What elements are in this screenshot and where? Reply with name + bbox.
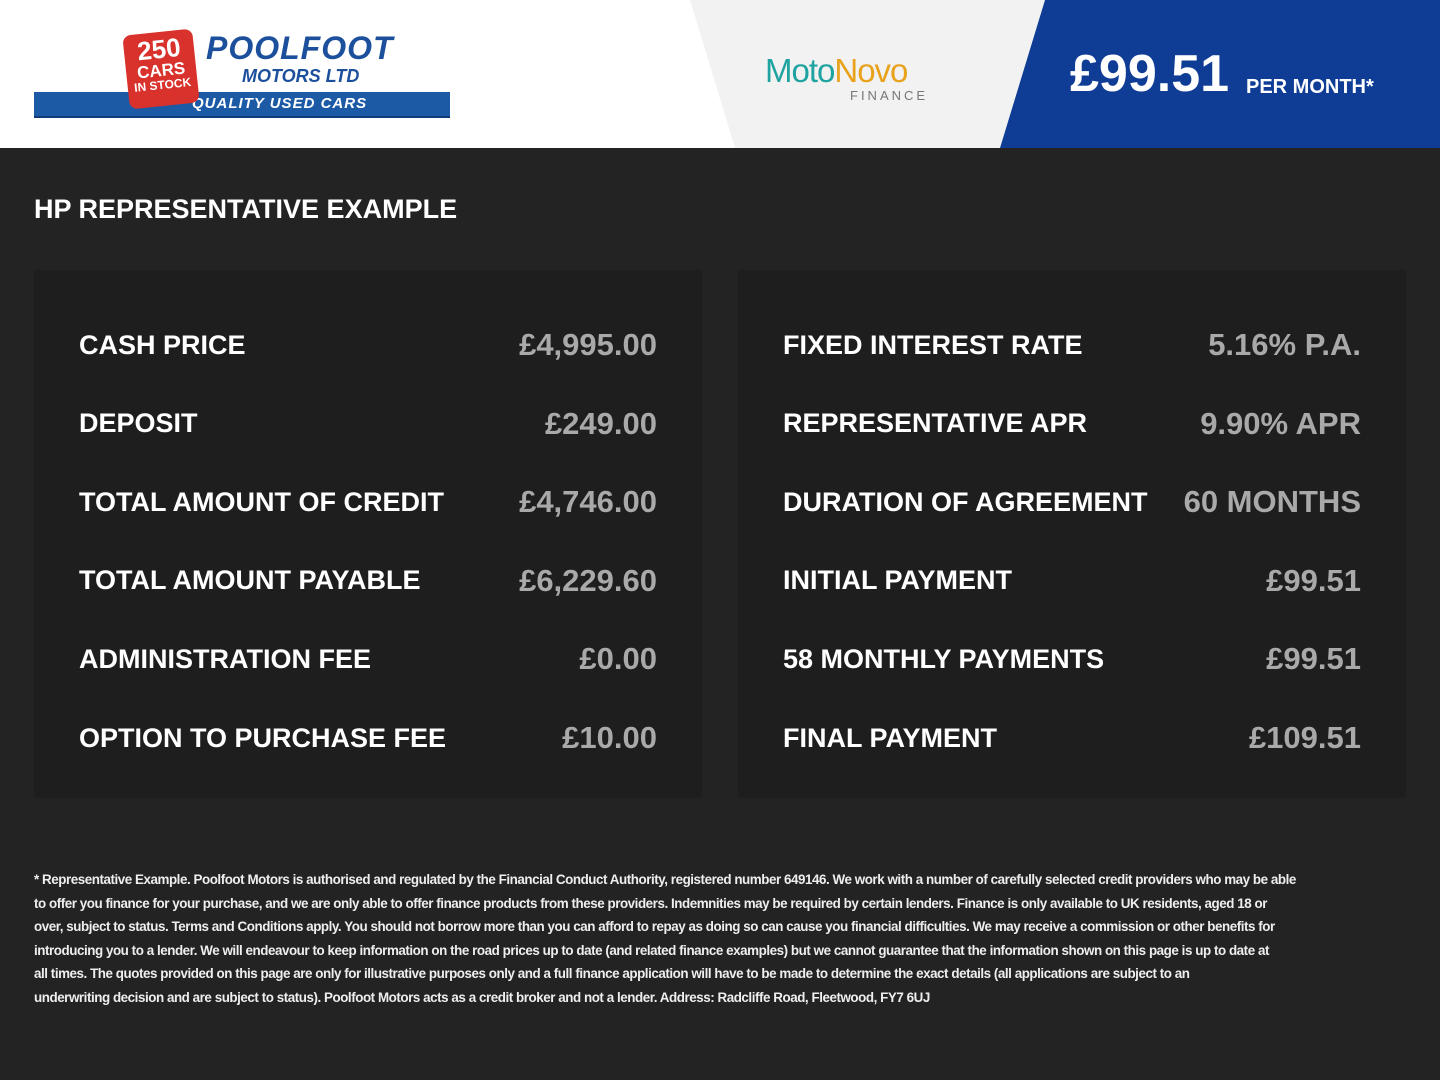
row-value: £0.00 <box>579 641 657 677</box>
right-panel: FIXED INTEREST RATE 5.16% P.A. REPRESENTAT… <box>738 270 1406 798</box>
row-label: FIXED INTEREST RATE <box>783 329 1083 360</box>
finance-row: CASH PRICE £4,995.00 <box>79 325 657 365</box>
row-label: CASH PRICE <box>79 329 246 360</box>
finance-row: INITIAL PAYMENT £99.51 <box>783 561 1361 601</box>
row-label: ADMINISTRATION FEE <box>79 643 371 674</box>
row-value: £99.51 <box>1266 562 1361 598</box>
disclaimer-line: over, subject to status. Terms and Condi… <box>34 919 1275 935</box>
row-value: £99.51 <box>1266 641 1361 677</box>
motonovo-logo: MotoNovo <box>765 52 908 90</box>
row-value: £10.00 <box>562 720 657 755</box>
row-label: OPTION TO PURCHASE FEE <box>79 722 447 753</box>
row-value: £4,746.00 <box>519 484 657 520</box>
row-value: 5.16% P.A. <box>1208 327 1361 362</box>
disclaimer-line: introducing you to a lender. We will end… <box>34 942 1269 958</box>
row-label: REPRESENTATIVE APR <box>783 408 1088 439</box>
disclaimer-line: all times. The quotes provided on this p… <box>34 966 1190 982</box>
disclaimer-line: * Representative Example. Poolfoot Motor… <box>34 872 1296 887</box>
logo-sub: MOTORS LTD <box>242 66 360 86</box>
finance-row: 58 MONTHLY PAYMENTS £99.51 <box>783 639 1361 679</box>
row-label: DURATION OF AGREEMENT <box>783 486 1148 517</box>
finance-row: TOTAL AMOUNT PAYABLE £6,229.60 <box>79 561 657 601</box>
finance-row: ADMINISTRATION FEE £0.00 <box>79 639 657 679</box>
logo-bar: QUALITY USED CARS <box>34 92 450 118</box>
poolfoot-logo[interactable]: QUALITY USED CARS POOLFOOT MOTORS LTD 25… <box>34 28 450 120</box>
row-value: 9.90% APR <box>1200 405 1361 441</box>
row-value: £6,229.60 <box>519 562 657 598</box>
finance-row: OPTION TO PURCHASE FEE £10.00 <box>79 718 657 758</box>
finance-row: FINAL PAYMENT £109.51 <box>783 718 1361 758</box>
finance-row: TOTAL AMOUNT OF CREDIT £4,746.00 <box>79 482 657 522</box>
row-value: £4,995.00 <box>519 327 657 362</box>
monthly-price: £99.51 <box>1070 45 1230 103</box>
row-value: 60 MONTHS <box>1183 484 1361 520</box>
logo-tagline: QUALITY USED CARS <box>192 95 368 112</box>
left-panel: CASH PRICE £4,995.00 DEPOSIT £249.00 TOTAL A… <box>34 270 702 798</box>
logo-name: POOLFOOT <box>206 30 394 66</box>
row-label: FINAL PAYMENT <box>783 722 998 753</box>
header: QUALITY USED CARS POOLFOOT MOTORS LTD 25… <box>0 0 1440 148</box>
row-value: £109.51 <box>1248 720 1361 755</box>
finance-row: FIXED INTEREST RATE 5.16% P.A. <box>783 325 1361 365</box>
page-title: HP REPRESENTATIVE EXAMPLE <box>34 194 458 224</box>
disclaimer-line: underwriting decision and are subject to… <box>34 989 930 1005</box>
header-blue-band <box>1000 0 1440 148</box>
disclaimer-line: to offer you finance for your purchase, … <box>34 895 1268 911</box>
row-label: DEPOSIT <box>79 408 198 439</box>
row-label: TOTAL AMOUNT PAYABLE <box>79 565 421 596</box>
row-value: £249.00 <box>544 405 657 441</box>
finance-row: REPRESENTATIVE APR 9.90% APR <box>783 404 1361 444</box>
header-gray-band <box>690 0 1045 148</box>
per-month-label: PER MONTH* <box>1246 76 1374 98</box>
stock-badge: 250 CARS IN STOCK <box>122 28 200 110</box>
row-label: 58 MONTHLY PAYMENTS <box>783 643 1105 674</box>
row-label: TOTAL AMOUNT OF CREDIT <box>79 486 444 517</box>
finance-text: FINANCE <box>850 88 929 103</box>
finance-row: DEPOSIT £249.00 <box>79 404 657 444</box>
finance-row: DURATION OF AGREEMENT 60 MONTHS <box>783 482 1361 522</box>
moto-text: Moto <box>765 52 835 89</box>
row-label: INITIAL PAYMENT <box>783 565 1013 596</box>
novo-text: Novo <box>834 52 908 89</box>
disclaimer: * Representative Example. Poolfoot Motor… <box>34 868 1334 1010</box>
